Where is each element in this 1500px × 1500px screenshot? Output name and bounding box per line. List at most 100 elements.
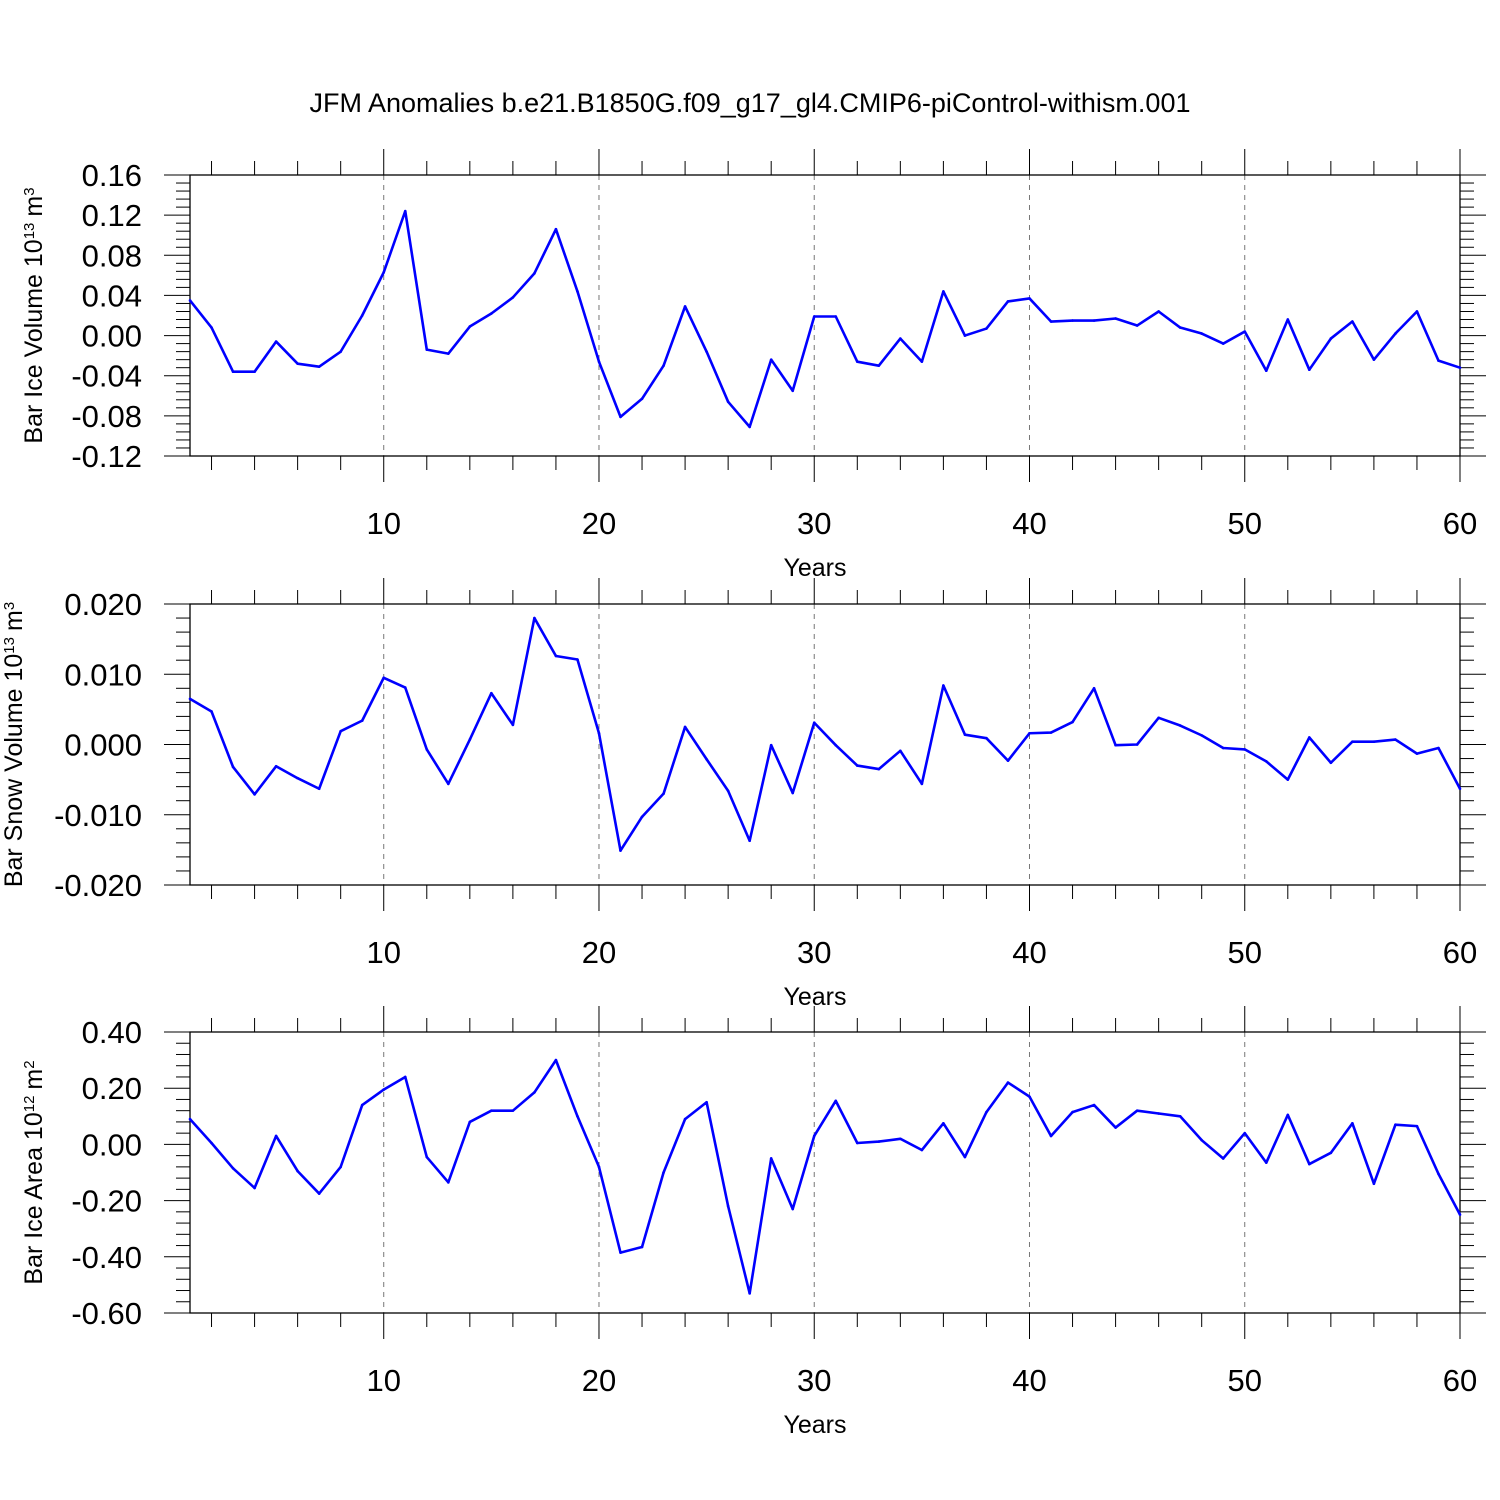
data-point [899,337,902,340]
data-point [1329,1151,1333,1155]
data-point [554,227,558,231]
data-point [403,686,407,689]
data-point [619,415,622,419]
x-tick-label: 50 [1228,1363,1262,1398]
data-point [1264,760,1268,763]
data-point [1049,1134,1053,1138]
y-tick-label: 0.00 [82,319,142,354]
data-point [360,314,364,317]
y-tick-label: 0.04 [82,278,142,313]
data-point [855,360,859,363]
data-point [447,782,450,786]
y-tick-label: 0.40 [82,1015,142,1050]
data-point [1372,740,1376,743]
data-point [274,340,278,343]
y-tick-label: 0.20 [82,1071,142,1106]
data-point [425,1155,429,1159]
data-point [619,849,622,852]
series-line [189,616,1462,852]
data-point [1351,1122,1354,1125]
data-point [576,658,579,661]
data-point [490,691,493,695]
data-point [1308,1162,1311,1166]
data-point [1006,1081,1010,1084]
data-point [188,1117,192,1121]
data-point [1221,746,1225,750]
data-point [920,360,924,363]
data-point [1114,317,1117,320]
data-point [554,654,558,658]
x-tick-label: 40 [1012,1363,1046,1398]
data-point [748,839,751,843]
y-tick-label: -0.40 [71,1240,142,1275]
data-point [1135,1109,1139,1112]
data-point [1200,332,1203,335]
panel-1: 10 20 30 40 50 60 -0.12 -0.08 -0.04 0.00 0.04 0.08 0… [20,149,1486,582]
data-point [1006,759,1010,762]
data-point [877,1140,881,1143]
data-point [1458,787,1462,791]
y-axis-title: Bar Ice Area 1012 m2 [20,1060,48,1284]
data-point [1049,320,1053,323]
data-point [1071,1110,1074,1114]
plot-frame [189,1031,1461,1314]
data-point [1415,752,1419,755]
data-point [1243,330,1247,333]
data-point [1178,724,1182,727]
y-tick-label: -0.020 [54,868,142,903]
data-point [963,733,967,736]
data-point [705,1100,708,1104]
data-point [382,1088,386,1091]
data-point [1178,1115,1182,1118]
data-point [360,1103,364,1107]
data-point [920,1148,924,1152]
data-point [877,364,881,367]
data-point [1157,716,1160,720]
y-axis-title-unit-exponent: 2 [21,1060,38,1068]
data-point [339,1165,342,1169]
data-point [834,743,838,747]
data-point [662,1171,665,1174]
data-point [447,1181,450,1184]
x-tick-label: 20 [582,506,616,541]
y-tick-label: 0.020 [64,587,142,622]
data-point [1394,1123,1397,1127]
data-point [382,676,386,680]
x-tick-label: 40 [1012,935,1046,970]
data-point [468,1120,472,1124]
chart-title: JFM Anomalies b.e21.B1850G.f09_g17_gl4.C… [310,88,1191,118]
data-point [726,400,730,404]
y-axis-title-unit: m [0,610,28,631]
data-point [1157,1112,1160,1115]
data-point [812,1134,816,1138]
data-point [296,1169,299,1173]
data-point [576,290,579,293]
y-tick-label: 0.12 [82,198,142,233]
panels: 10 20 30 40 50 60 -0.12 -0.08 -0.04 0.00 0.04 0.08 0… [0,149,1486,1439]
y-tick-label: -0.04 [71,359,142,394]
data-point [640,1245,644,1249]
data-point [1286,318,1290,321]
x-tick-label: 40 [1012,506,1046,541]
data-point [490,1109,493,1112]
data-point [1308,736,1311,739]
data-point [1071,319,1074,322]
y-tick-label: 0.16 [82,158,142,193]
x-tick-label: 30 [797,506,831,541]
x-tick-label: 30 [797,1363,831,1398]
data-point [511,1109,515,1112]
data-point [274,764,278,768]
data-point [791,389,795,393]
y-axis-title-unit: m [20,196,48,217]
y-tick-label: 0.010 [64,657,142,692]
data-point [1028,297,1031,300]
data-point [274,1134,278,1138]
x-tick-label: 60 [1443,506,1477,541]
data-point [1351,740,1354,743]
data-point [210,710,213,713]
data-point [942,1122,945,1125]
data-point [640,397,644,401]
x-tick-label: 20 [582,1363,616,1398]
data-point [1264,369,1268,372]
